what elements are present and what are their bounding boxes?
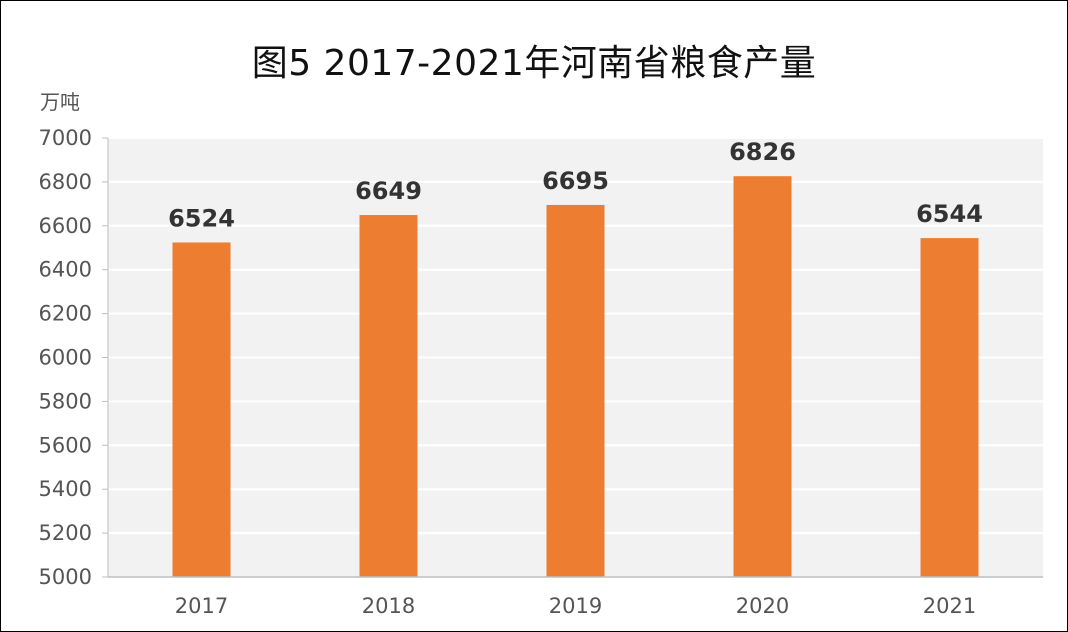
y-tick-label: 6200 <box>39 302 92 326</box>
data-label: 6649 <box>355 177 422 205</box>
y-axis-ticks: 5000 5200 5400 5600 5800 6000 6200 6400 6600 6800… <box>39 126 108 589</box>
bar <box>920 238 979 578</box>
data-labels: 6524 6649 6695 6826 6544 <box>168 138 983 232</box>
y-tick-label: 5800 <box>39 389 92 413</box>
x-tick-label: 2018 <box>362 594 415 618</box>
bar <box>359 215 418 577</box>
bar <box>172 242 231 577</box>
y-tick-label: 5400 <box>39 477 92 501</box>
x-tick-label: 2017 <box>175 594 228 618</box>
data-label: 6544 <box>916 200 983 228</box>
y-tick-label: 5200 <box>39 521 92 545</box>
y-axis-unit-label: 万吨 <box>40 90 80 114</box>
bar <box>733 176 792 577</box>
y-tick-label: 6000 <box>39 346 92 370</box>
y-tick-label: 6600 <box>39 214 92 238</box>
y-tick-label: 7000 <box>39 126 92 150</box>
y-tick-label: 5000 <box>39 565 92 589</box>
bar <box>546 204 605 577</box>
x-tick-label: 2019 <box>549 594 602 618</box>
y-tick-label: 6400 <box>39 258 92 282</box>
y-tick-label: 6800 <box>39 170 92 194</box>
data-label: 6695 <box>542 167 609 195</box>
chart-title: 图5 2017-2021年河南省粮食产量 <box>251 43 817 84</box>
y-tick-label: 5600 <box>39 433 92 457</box>
data-label: 6524 <box>168 204 235 232</box>
x-tick-label: 2020 <box>736 594 789 618</box>
x-tick-label: 2021 <box>923 594 976 618</box>
x-axis-ticks: 2017 2018 2019 2020 2021 <box>175 594 976 618</box>
bars <box>172 176 979 578</box>
data-label: 6826 <box>729 138 796 166</box>
axes <box>107 138 1043 578</box>
